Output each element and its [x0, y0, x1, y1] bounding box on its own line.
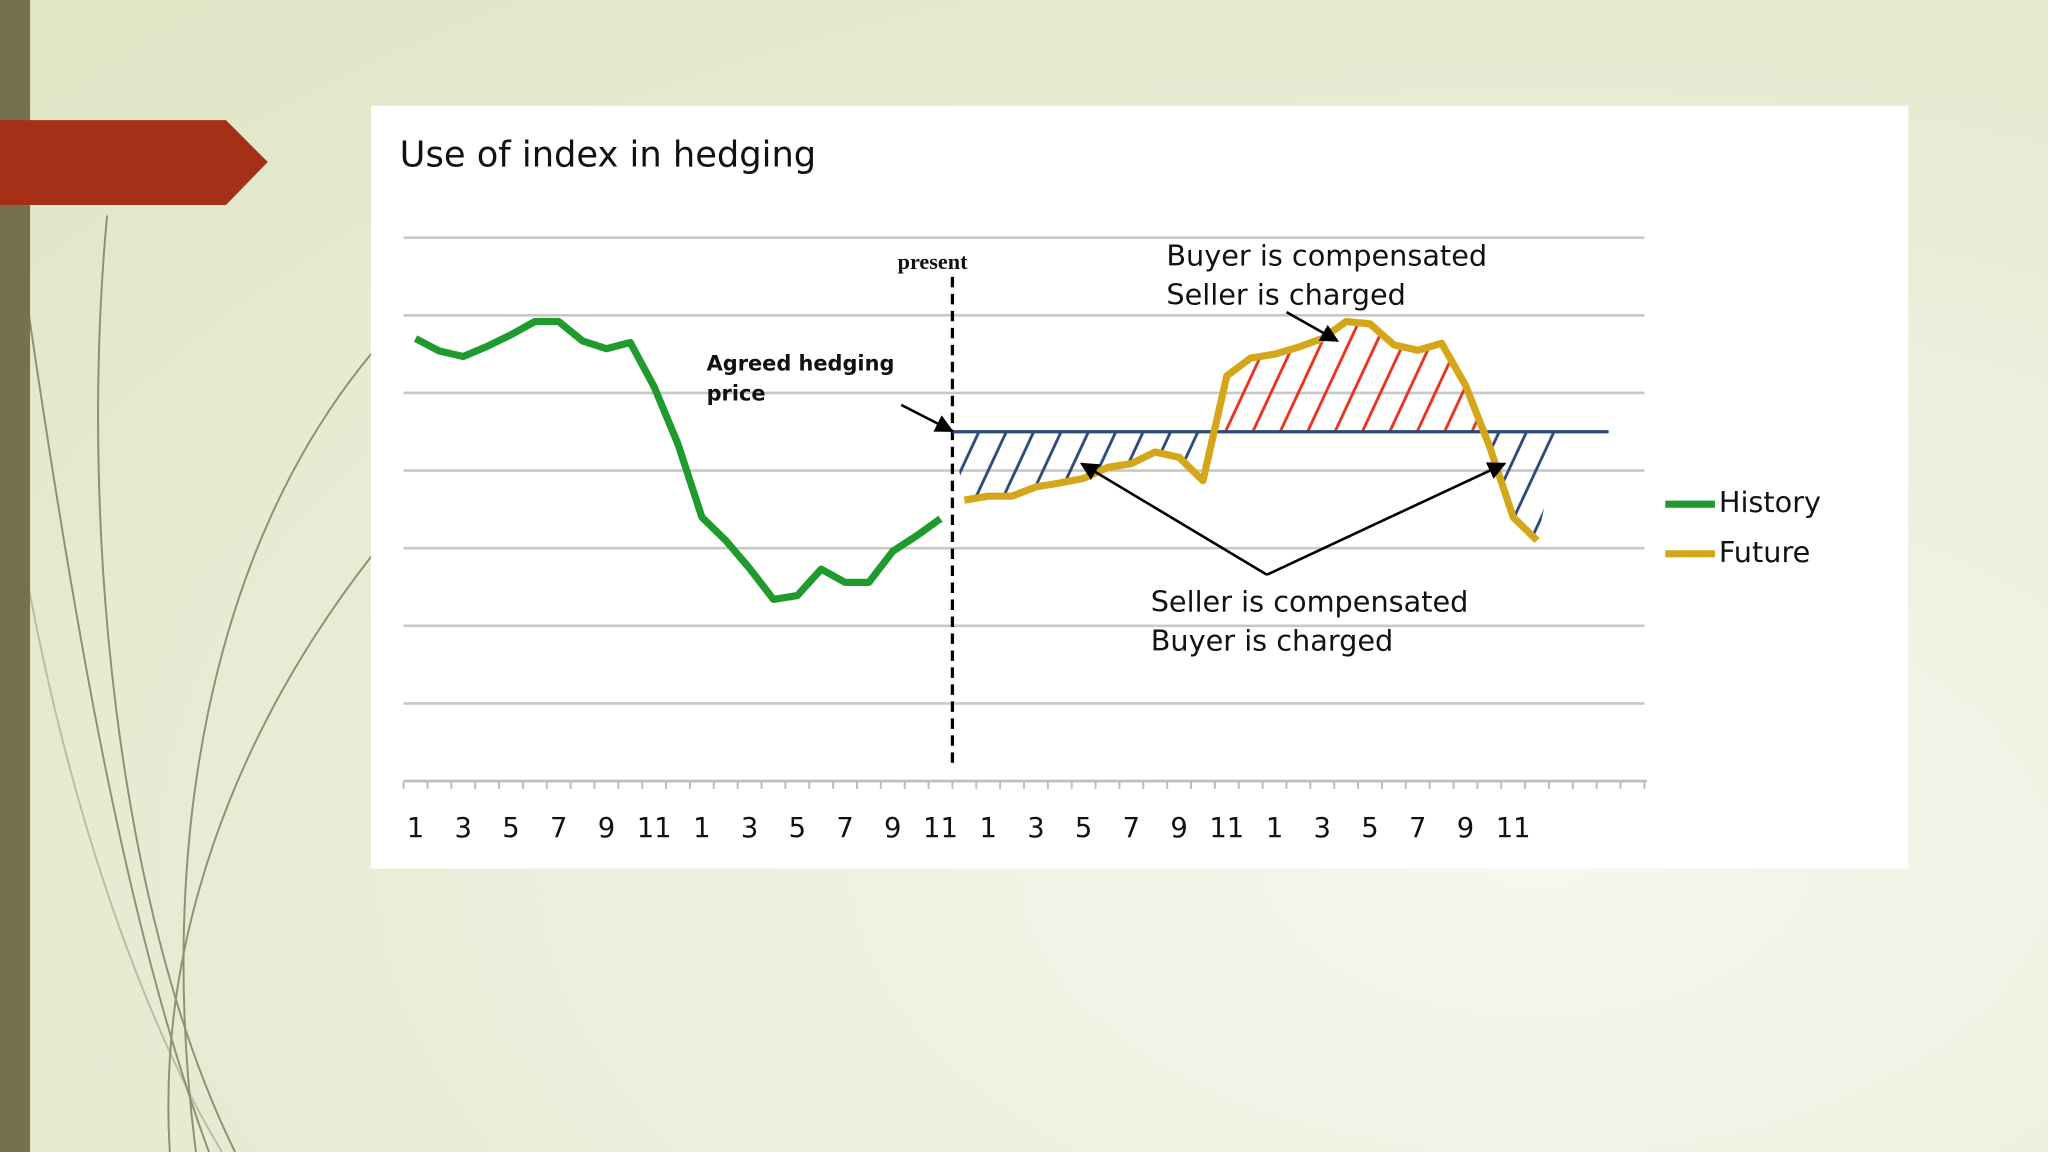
- x-tick-label: 7: [1123, 813, 1140, 844]
- title-marker: [0, 120, 268, 206]
- x-tick-label: 9: [598, 813, 615, 844]
- x-tick-label: 9: [1457, 813, 1474, 844]
- chart-title: Use of index in hedging: [400, 135, 817, 176]
- series-line: [413, 317, 943, 604]
- x-tick-label: 5: [1361, 813, 1378, 844]
- series-line: [963, 317, 1540, 544]
- x-tick-label: 7: [1409, 813, 1426, 844]
- hedge-label: Agreed hedging: [707, 351, 895, 375]
- present-label: present: [898, 249, 968, 274]
- annotation: Buyer is charged: [1151, 624, 1394, 658]
- x-tick-label: 11: [923, 813, 958, 844]
- decor-curves: [27, 215, 374, 1152]
- x-tick-label: 9: [1170, 813, 1187, 844]
- hatch-area: [1214, 321, 1484, 432]
- x-tick-label: 11: [1496, 813, 1531, 844]
- hedge-label: price: [707, 381, 766, 405]
- x-tick-label: 9: [884, 813, 901, 844]
- x-tick-label: 5: [502, 813, 519, 844]
- x-tick-label: 3: [455, 813, 472, 844]
- x-tick-label: 3: [741, 813, 758, 844]
- x-tick-label: 5: [789, 813, 806, 844]
- x-tick-label: 3: [1027, 813, 1044, 844]
- x-tick-label: 5: [1075, 813, 1092, 844]
- x-tick-label: 3: [1314, 813, 1331, 844]
- x-tick-label: 1: [979, 813, 996, 844]
- chart-panel: [370, 105, 1909, 869]
- legend-label: History: [1719, 485, 1821, 519]
- annotation: Seller is charged: [1166, 277, 1406, 311]
- hatch-area: [952, 431, 1561, 541]
- x-tick-label: 11: [1209, 813, 1244, 844]
- x-tick-label: 7: [836, 813, 853, 844]
- annotation: Seller is compensated: [1151, 584, 1469, 618]
- legend-label: Future: [1719, 535, 1810, 569]
- plot: 1 3 5 7 9 11 1 3 5 7 9 11 1 3 5 7 9 11 1 3 5 7 9 11HistoryFutur…: [402, 236, 1821, 844]
- arrows: [900, 311, 1507, 576]
- x-tick-label: 1: [1266, 813, 1283, 844]
- annotation: Buyer is compensated: [1166, 238, 1487, 272]
- x-tick-label: 1: [407, 813, 424, 844]
- x-tick-label: 11: [637, 813, 672, 844]
- x-tick-label: 7: [550, 813, 567, 844]
- x-tick-label: 1: [693, 813, 710, 844]
